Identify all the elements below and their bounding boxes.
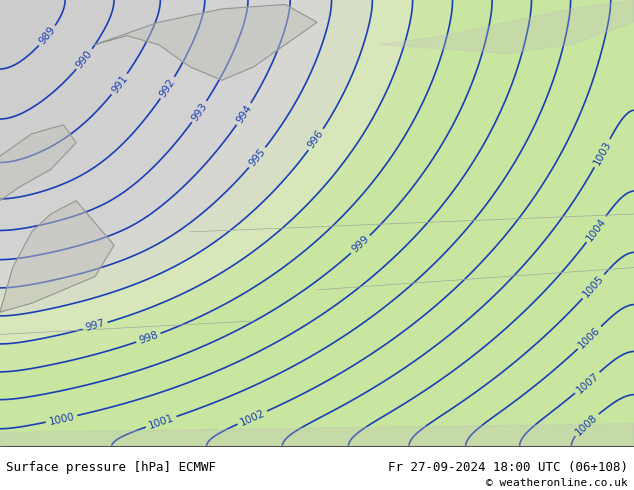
Polygon shape: [95, 4, 317, 80]
Text: 1000: 1000: [48, 411, 75, 427]
Text: 1001: 1001: [147, 413, 175, 431]
Text: 999: 999: [350, 234, 371, 255]
Text: 998: 998: [138, 330, 160, 346]
Text: 1004: 1004: [585, 216, 608, 243]
Text: 993: 993: [190, 100, 209, 122]
Polygon shape: [380, 0, 634, 53]
Polygon shape: [0, 201, 114, 312]
Text: 1005: 1005: [581, 273, 606, 299]
Polygon shape: [0, 125, 76, 201]
Text: 1008: 1008: [573, 412, 600, 437]
Text: 1003: 1003: [592, 139, 613, 167]
Polygon shape: [0, 423, 634, 446]
Text: Surface pressure [hPa] ECMWF: Surface pressure [hPa] ECMWF: [6, 462, 216, 474]
Text: 989: 989: [37, 25, 58, 47]
Text: 992: 992: [158, 77, 177, 99]
Text: Fr 27-09-2024 18:00 UTC (06+108): Fr 27-09-2024 18:00 UTC (06+108): [387, 462, 628, 474]
Text: 990: 990: [75, 48, 94, 70]
Text: © weatheronline.co.uk: © weatheronline.co.uk: [486, 478, 628, 488]
Text: 1006: 1006: [576, 325, 602, 350]
Text: 1002: 1002: [238, 408, 266, 428]
Text: 995: 995: [247, 147, 268, 169]
Text: 997: 997: [84, 318, 106, 333]
Text: 991: 991: [110, 73, 129, 95]
Text: 994: 994: [234, 103, 254, 125]
Text: 996: 996: [306, 128, 326, 150]
Text: 1007: 1007: [574, 370, 600, 395]
